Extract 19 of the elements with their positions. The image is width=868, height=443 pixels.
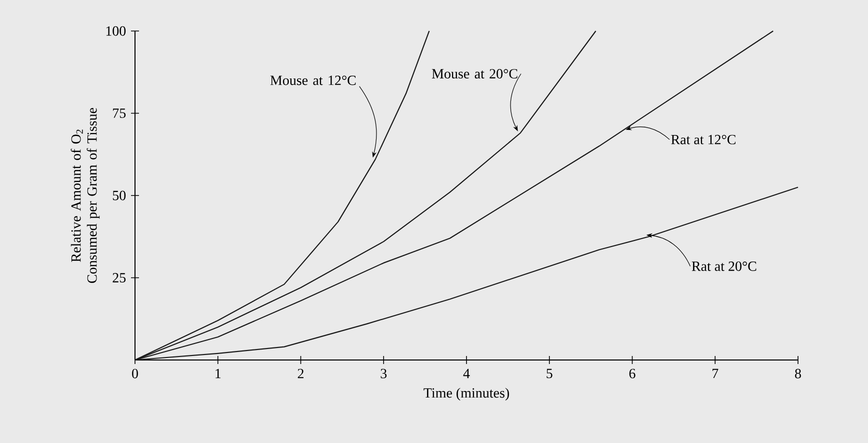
x-tick-label: 2 bbox=[298, 368, 304, 378]
y-tick-label: 75 bbox=[113, 108, 126, 118]
x-tick-label: 4 bbox=[463, 368, 470, 378]
x-tick-label: 1 bbox=[216, 368, 221, 378]
annotation: Rat at 20°C bbox=[692, 262, 756, 271]
x-axis-title: Time (minutes) bbox=[424, 388, 509, 401]
y-tick-label: 100 bbox=[106, 26, 126, 36]
y-tick-label: 25 bbox=[112, 273, 126, 282]
x-tick-label: 3 bbox=[380, 368, 387, 378]
y-tick-label: 50 bbox=[112, 190, 126, 200]
x-tick-label: 8 bbox=[795, 368, 801, 378]
y-axis-title: Relative Amount of O$_{2}$ Consumed per Gram of Tissue bbox=[70, 108, 100, 283]
x-tick-label: 6 bbox=[629, 368, 636, 378]
annotation: Mouse at 20°C bbox=[432, 69, 518, 78]
x-tick-label: 7 bbox=[712, 368, 718, 378]
x-tick-label: 5 bbox=[546, 368, 552, 378]
annotation: Mouse at 12°C bbox=[270, 76, 356, 86]
x-tick-label: 0 bbox=[132, 368, 138, 378]
annotation: Rat at 12°C bbox=[671, 134, 736, 144]
